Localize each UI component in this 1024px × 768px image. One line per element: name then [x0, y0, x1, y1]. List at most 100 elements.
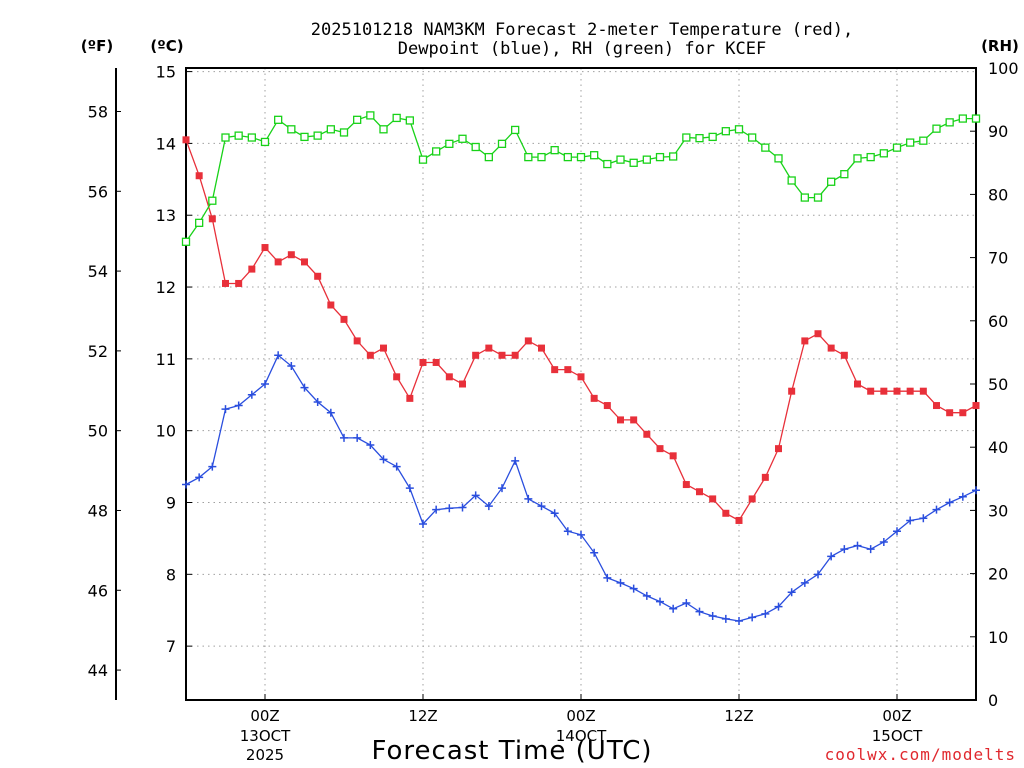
series-filled-square: [182, 136, 980, 524]
data-point: [813, 193, 823, 202]
data-point: [222, 279, 229, 287]
data-point: [787, 588, 796, 597]
data-point: [827, 177, 836, 186]
data-point: [326, 408, 335, 417]
data-point: [669, 152, 678, 161]
data-point: [327, 301, 335, 309]
data-point: [485, 344, 493, 352]
data-point: [774, 602, 783, 611]
data-point: [524, 337, 532, 345]
data-point: [551, 366, 559, 374]
data-point: [879, 149, 888, 158]
data-point: [181, 237, 191, 246]
data-point: [234, 401, 243, 410]
data-point: [827, 344, 835, 352]
data-point: [366, 111, 375, 120]
data-point: [432, 358, 440, 366]
rh-unit-label: (RH): [981, 37, 1019, 55]
data-point: [880, 387, 888, 395]
data-point: [774, 154, 783, 163]
data-point: [392, 113, 401, 123]
data-point: [484, 152, 493, 162]
x-tick-date: 13OCT: [240, 727, 291, 745]
data-point: [208, 215, 216, 223]
data-point: [340, 433, 348, 442]
data-point: [854, 380, 861, 388]
celsius-tick-label: 9: [166, 494, 176, 513]
x-tick-label: 00Z: [882, 707, 911, 725]
data-point: [866, 545, 875, 554]
rh-tick-label: 100: [988, 59, 1019, 78]
data-point: [326, 125, 335, 134]
data-point: [445, 373, 453, 381]
data-point: [919, 387, 927, 395]
data-point: [301, 258, 308, 266]
data-point: [655, 152, 665, 162]
data-point: [761, 143, 770, 152]
data-point: [800, 578, 809, 587]
data-point: [432, 505, 441, 514]
data-point: [459, 380, 466, 388]
data-point: [853, 541, 862, 550]
rh-tick-label: 20: [988, 565, 1008, 584]
data-point: [906, 138, 915, 147]
data-point: [418, 155, 428, 164]
data-point: [576, 152, 586, 162]
data-point: [748, 133, 757, 142]
data-point: [840, 545, 849, 554]
tick-labels: 44 46 48 50 52 54 56 58 7 8 9 10 11 12 13 14 15 0 10 20 30 40…: [88, 59, 1019, 764]
data-point: [406, 394, 414, 402]
data-point: [709, 495, 717, 503]
data-point: [313, 131, 322, 140]
data-point: [919, 136, 928, 145]
data-point: [893, 387, 901, 395]
data-point: [366, 351, 374, 359]
data-point: [234, 131, 243, 140]
data-point: [708, 611, 717, 620]
data-point: [801, 337, 809, 345]
data-point: [603, 159, 612, 169]
data-point: [208, 196, 217, 205]
data-point: [313, 397, 322, 406]
chart-title-line1: 2025101218 NAM3KM Forecast 2-meter Tempe…: [311, 20, 853, 40]
data-point: [511, 125, 520, 135]
data-point: [563, 527, 572, 536]
data-point: [616, 155, 625, 164]
fahrenheit-tick-label: 50: [88, 422, 108, 441]
data-point: [497, 139, 507, 148]
data-point: [906, 387, 914, 395]
data-point: [563, 152, 572, 162]
rh-tick-label: 80: [988, 185, 1008, 204]
data-point: [971, 114, 981, 123]
rh-tick-label: 50: [988, 375, 1008, 394]
data-point: [866, 152, 875, 162]
series-plus: [182, 351, 980, 625]
celsius-tick-label: 14: [156, 134, 176, 153]
data-point: [524, 152, 533, 162]
data-point: [221, 133, 230, 142]
data-point: [195, 218, 204, 227]
data-point: [235, 279, 243, 287]
data-point: [195, 172, 203, 180]
data-point: [590, 151, 599, 160]
data-point: [682, 133, 691, 142]
data-point: [471, 142, 480, 152]
data-point: [800, 193, 809, 202]
data-point: [432, 147, 441, 156]
data-point: [788, 387, 796, 395]
data-point: [458, 503, 467, 512]
data-point: [340, 315, 348, 323]
data-point: [814, 570, 822, 579]
data-point: [696, 488, 703, 496]
data-point: [300, 132, 309, 142]
data-point: [735, 617, 743, 625]
celsius-tick-label: 12: [156, 278, 176, 297]
data-point: [182, 480, 190, 489]
celsius-tick-label: 8: [166, 565, 176, 584]
data-point: [353, 115, 362, 124]
credit-link[interactable]: coolwx.com/modelts: [825, 745, 1016, 764]
data-point: [708, 132, 717, 142]
data-point: [221, 405, 230, 414]
data-point: [814, 330, 822, 338]
x-tick-label: 12Z: [724, 707, 753, 725]
